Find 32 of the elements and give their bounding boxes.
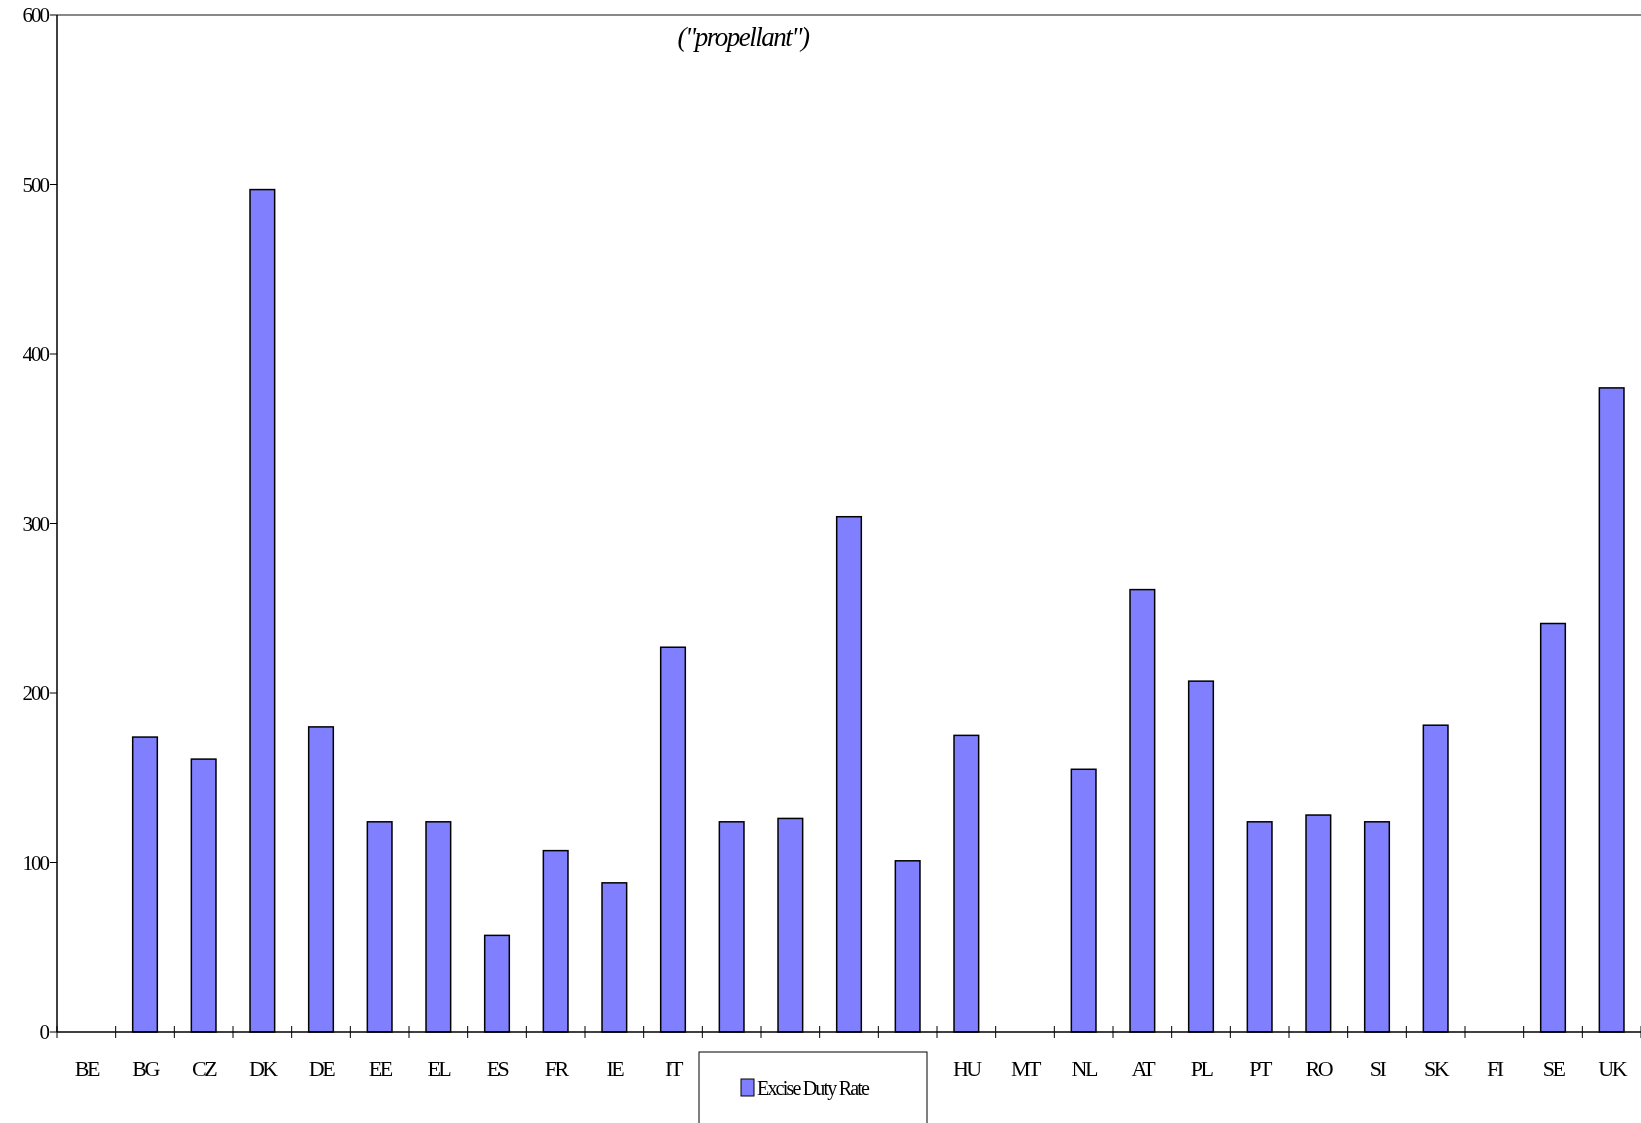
legend-label: Excise Duty Rate [757,1077,871,1100]
x-tick-label: EE [368,1056,393,1081]
x-tick-label: ES [486,1056,509,1081]
y-tick-label: 200 [22,681,50,706]
y-tick-label: 500 [22,172,50,197]
x-tick-label: SI [1369,1056,1387,1081]
x-tick-label: NL [1071,1056,1098,1081]
x-tick-label: SE [1542,1056,1566,1081]
x-tick-label: HU [952,1056,983,1081]
x-tick-label: DE [308,1056,336,1081]
x-tick-label: IT [665,1056,684,1081]
x-tick-label: PL [1190,1056,1214,1081]
x-tick-label: FI [1487,1056,1504,1081]
x-tick-label: FR [544,1056,570,1081]
y-tick-label: 400 [22,342,50,367]
x-tick-label: CZ [192,1056,218,1081]
x-tick-label: EL [427,1056,452,1081]
y-tick-label: 0 [39,1020,50,1045]
x-tick-label: AT [1131,1056,1157,1081]
y-tick-label: 600 [22,3,50,28]
x-tick-label: RO [1305,1056,1333,1081]
x-tick-label: IE [606,1056,625,1081]
x-tick-label: PT [1249,1056,1274,1081]
x-tick-label: UK [1598,1056,1628,1081]
x-tick-label: BG [132,1056,161,1081]
y-tick-label: 300 [22,511,50,536]
x-tick-label: SK [1424,1056,1450,1081]
x-tick-label: MT [1011,1056,1043,1081]
chart-title: ("propellant") [677,22,811,52]
x-tick-label: DK [248,1056,279,1081]
y-tick-label: 100 [22,850,50,875]
x-tick-label: BE [74,1056,100,1081]
